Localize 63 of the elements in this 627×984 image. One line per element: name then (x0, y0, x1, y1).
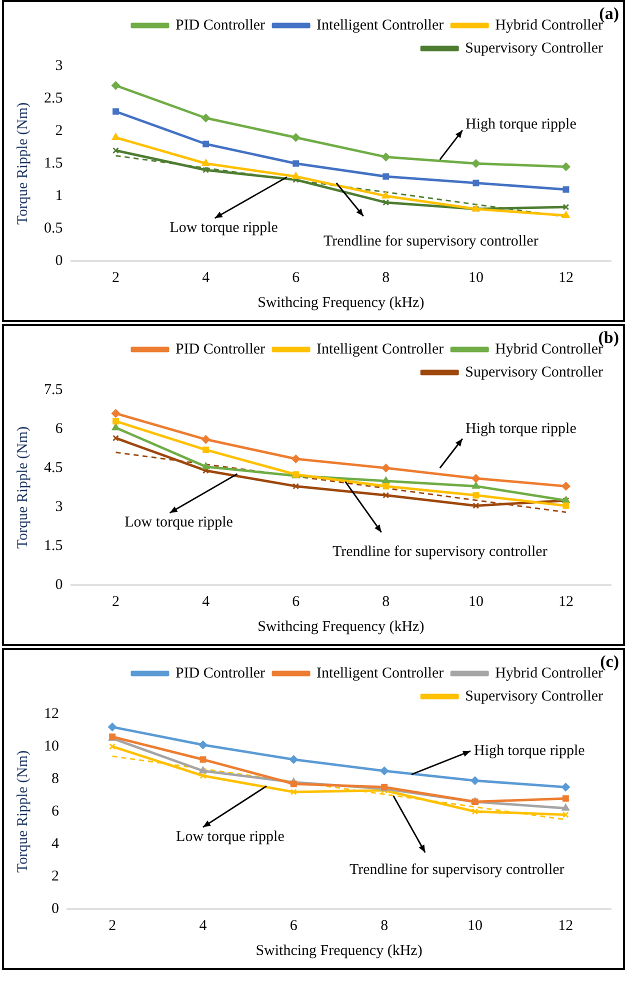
y-tick-label: 0 (52, 900, 59, 917)
x-tick-label: 8 (382, 594, 390, 610)
y-tick-label: 2 (52, 868, 59, 884)
y-tick-label: 1.5 (44, 538, 63, 554)
y-tick-label: 6 (52, 803, 60, 820)
legend-label: Supervisory Controller (465, 364, 604, 380)
x-tick-label: 8 (382, 270, 390, 286)
x-tick-label: 8 (380, 918, 388, 934)
y-tick-label: 4.5 (44, 460, 63, 476)
y-tick-label: 8 (52, 770, 59, 787)
legend-label: PID Controller (175, 341, 266, 358)
annotation: Low torque ripple (170, 220, 278, 236)
y-tick-label: 7.5 (44, 382, 63, 398)
x-axis-title: Swithcing Frequency (kHz) (256, 942, 422, 959)
y-axis-title: Torque Ripple (Nm) (14, 102, 31, 225)
y-tick-label: 2 (55, 122, 63, 139)
x-axis-title: Swithcing Frequency (kHz) (258, 618, 424, 635)
x-tick-label: 10 (468, 594, 484, 610)
legend-label: Intelligent Controller (316, 665, 444, 682)
x-tick-label: 4 (202, 270, 210, 286)
annotation: Low torque ripple (176, 828, 285, 845)
chart-title: (c) (600, 652, 619, 671)
legend-label: PID Controller (175, 665, 266, 682)
y-tick-label: 3 (55, 498, 63, 515)
annotation: Trendline for supervisory controller (349, 862, 564, 878)
y-tick-label: 0.5 (44, 220, 63, 236)
x-tick-label: 12 (558, 594, 574, 610)
x-tick-label: 2 (112, 594, 120, 610)
legend-label: Supervisory Controller (465, 688, 604, 704)
x-tick-label: 6 (290, 918, 298, 934)
x-tick-label: 10 (468, 270, 484, 286)
annotation: Trendline for supervisory controller (324, 233, 538, 250)
y-tick-label: 1.5 (44, 155, 63, 172)
annotation: Trendline for supervisory controller (332, 544, 548, 560)
y-tick-label: 4 (52, 836, 60, 852)
x-tick-label: 10 (468, 918, 482, 934)
annotation: Low torque ripple (124, 514, 234, 531)
y-tick-label: 6 (55, 420, 64, 437)
annotation: High torque ripple (466, 420, 577, 437)
legend-label: Supervisory Controller (465, 40, 604, 56)
x-tick-label: 4 (199, 918, 208, 934)
legend-label: Intelligent Controller (316, 17, 444, 34)
x-tick-label: 12 (558, 270, 574, 286)
annotation: High torque ripple (474, 742, 586, 759)
y-tick-label: 3 (55, 58, 63, 74)
y-axis-title: Torque Ripple (Nm) (14, 750, 31, 873)
x-tick-label: 6 (292, 270, 300, 286)
x-tick-label: 4 (202, 594, 210, 610)
x-tick-label: 6 (292, 594, 300, 610)
y-tick-label: 12 (44, 706, 59, 722)
y-tick-label: 10 (44, 738, 59, 754)
legend-label: PID Controller (175, 17, 266, 34)
y-tick-label: 0 (55, 252, 63, 269)
y-tick-label: 1 (55, 188, 63, 204)
x-axis-title: Swithcing Frequency (kHz) (258, 294, 424, 311)
annotation: High torque ripple (466, 116, 577, 132)
x-tick-label: 2 (108, 918, 116, 934)
x-tick-label: 2 (112, 270, 120, 286)
x-tick-label: 12 (558, 918, 574, 934)
y-tick-label: 2.5 (44, 90, 63, 106)
legend-label: Intelligent Controller (316, 341, 444, 358)
y-axis-title: Torque Ripple (Nm) (14, 426, 31, 549)
y-tick-label: 0 (55, 576, 63, 593)
